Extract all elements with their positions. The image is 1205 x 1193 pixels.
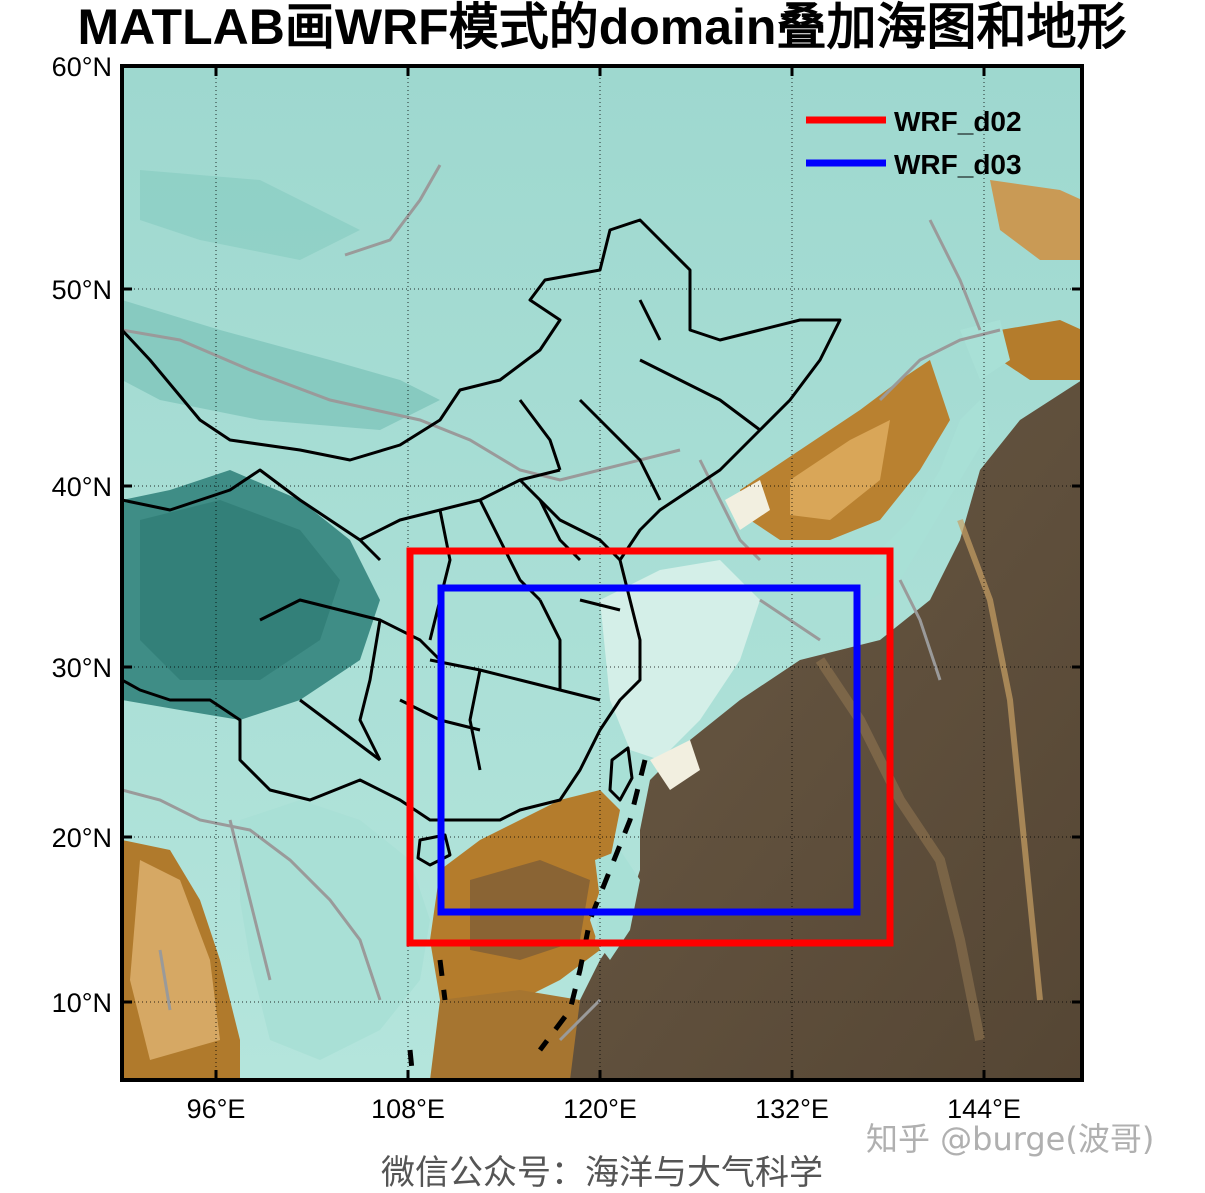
legend: WRF_d02 WRF_d03 — [806, 106, 1022, 180]
continental-shelf — [600, 560, 760, 760]
lon-tick-label: 144°E — [947, 1094, 1021, 1124]
nine-dash-line — [407, 759, 648, 1071]
map-title: MATLAB画WRF模式的domain叠加海图和地形 — [78, 0, 1127, 55]
lon-tick-label: 96°E — [187, 1094, 246, 1124]
legend-label-wrf-d03: WRF_d03 — [894, 149, 1022, 180]
lat-tick-label: 50°N — [52, 275, 112, 305]
lat-tick-label: 30°N — [52, 653, 112, 683]
watermark: 知乎 @burge(波哥) — [866, 1120, 1154, 1158]
map-frame — [120, 64, 1084, 1082]
domain-box-wrf-d03 — [437, 584, 861, 916]
lat-tick-label: 20°N — [52, 823, 112, 853]
country-borders — [122, 164, 1001, 1042]
lat-tick-label: 10°N — [52, 988, 112, 1018]
lon-tick-label: 108°E — [371, 1094, 445, 1124]
lat-tick-label: 40°N — [52, 472, 112, 502]
lon-tick-label: 132°E — [755, 1094, 829, 1124]
axis-ticks — [122, 66, 1082, 1080]
footer-caption: 微信公众号：海洋与大气科学 — [381, 1153, 823, 1193]
map-canvas — [122, 66, 1082, 1080]
domain-box-wrf-d02 — [406, 547, 894, 947]
lon-tick-label: 120°E — [563, 1094, 637, 1124]
lat-tick-label: 60°N — [52, 52, 112, 82]
legend-label-wrf-d02: WRF_d02 — [894, 106, 1022, 137]
